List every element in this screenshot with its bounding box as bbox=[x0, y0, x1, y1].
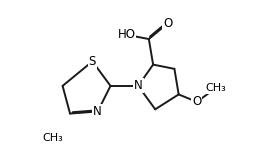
Text: HO: HO bbox=[117, 28, 136, 41]
Text: O: O bbox=[192, 95, 201, 108]
Text: N: N bbox=[93, 105, 102, 118]
Text: CH₃: CH₃ bbox=[205, 83, 226, 93]
Text: S: S bbox=[89, 55, 96, 68]
Text: O: O bbox=[163, 17, 173, 30]
Text: CH₃: CH₃ bbox=[43, 133, 63, 143]
Text: N: N bbox=[134, 79, 143, 92]
